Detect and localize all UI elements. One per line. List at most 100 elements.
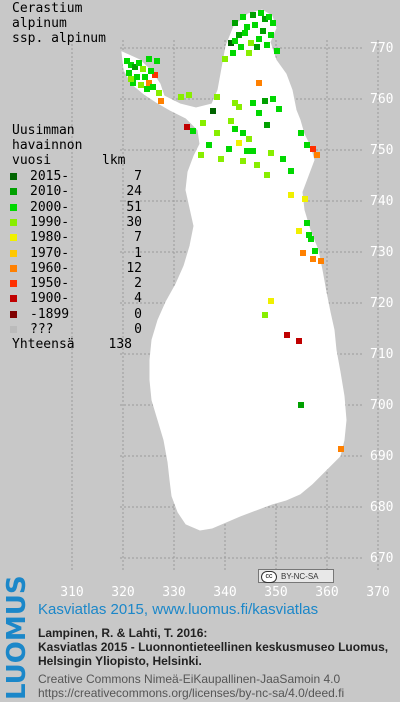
legend-count: 12 [126,260,142,276]
observation-square [214,130,220,136]
legend-count: 1 [134,245,142,261]
y-tick-label: 750 [370,143,393,158]
observation-square [236,32,242,38]
observation-square [140,66,146,72]
observation-square [270,96,276,102]
observation-square [246,136,252,142]
observation-square [260,28,266,34]
observation-square [190,128,196,134]
atlas-title-link[interactable]: Kasviatlas 2015, www.luomus.fi/kasviatla… [38,601,319,618]
observation-square [252,22,258,28]
observation-square [262,16,268,22]
legend-label: 2010- [30,184,70,200]
legend-label: -1899 [30,306,70,322]
observation-square [158,98,164,104]
observation-square [232,126,238,132]
legend-swatch [10,295,17,303]
x-tick-label: 310 [60,585,83,600]
observation-square [146,56,152,62]
observation-square [130,80,136,86]
license-url[interactable]: https://creativecommons.org/licenses/by-… [38,686,345,700]
legend-count: 24 [126,184,142,200]
observation-square [198,152,204,158]
observation-square [280,156,286,162]
observation-square [268,150,274,156]
observation-square [132,64,138,70]
observation-square [256,36,262,42]
legend-label: 1900- [30,291,70,307]
y-tick-label: 740 [370,194,393,209]
observation-square [144,86,150,92]
observation-square [288,168,294,174]
observation-square [264,172,270,178]
distribution-map: 310 320 330 340 350 360 370 770760750740730720… [60,9,394,600]
observation-square [276,106,282,112]
observation-square [264,42,270,48]
observation-square [270,20,276,26]
observation-square [228,40,234,46]
citation-line1: Lampinen, R. & Lahti, T. 2016: [38,626,208,640]
legend-heading3: vuosi [12,153,52,168]
legend-swatch [10,173,17,180]
observation-square [222,56,228,62]
legend-swatch [10,203,17,211]
observation-square [254,162,260,168]
observation-square [288,192,294,198]
observation-square [150,84,156,90]
legend-total-count: 138 [108,337,132,352]
legend-count: 2 [134,276,142,292]
observation-square [258,10,264,16]
observation-square [148,68,154,74]
cc-icon: cc [261,571,277,583]
observation-square [240,14,246,20]
observation-square [266,14,272,20]
x-tick-labels: 310 320 330 340 350 360 370 [60,585,389,600]
observation-square [236,140,242,146]
observation-square [214,94,220,100]
x-tick-label: 330 [162,585,185,600]
observation-square [304,220,310,226]
observation-square [184,124,190,130]
observation-square [178,94,184,100]
observation-square [124,58,130,64]
legend-heading1: Uusimman [12,123,75,138]
observation-square [302,196,308,202]
legend-label: 1990- [30,214,70,230]
observation-square [250,148,256,154]
observation-square [232,38,238,44]
observation-square [250,12,256,18]
species-name-line2: alpinum [12,16,67,31]
luomus-logo: LUOMUS [2,575,32,700]
observation-square [256,80,262,86]
citation-line3: Helsingin Yliopisto, Helsinki. [38,654,202,668]
legend-count: 0 [134,306,142,322]
observation-square [128,76,134,82]
legend-count: 30 [126,214,142,230]
observation-square [338,446,344,452]
observation-square [200,120,206,126]
x-tick-label: 370 [366,585,389,600]
y-tick-label: 760 [370,92,393,107]
observation-square [128,62,134,68]
observation-square [240,130,246,136]
x-tick-label: 320 [111,585,134,600]
observation-square [134,74,140,80]
legend-swatch [10,326,17,333]
observation-square [248,40,254,46]
y-tick-label: 690 [370,449,393,464]
x-tick-label: 340 [213,585,236,600]
legend-label: 1980- [30,230,70,246]
observation-square [268,32,274,38]
legend-label: 1960- [30,260,70,276]
footer [0,600,400,702]
observation-square [256,110,262,116]
observation-square [264,122,270,128]
legend-count: 4 [134,291,142,307]
observation-square [244,148,250,154]
observation-square [152,72,158,78]
observation-square [126,70,132,76]
observation-square [242,30,248,36]
species-name-line1: Cerastium [12,1,83,16]
observation-square [156,90,162,96]
observation-square [244,24,250,30]
